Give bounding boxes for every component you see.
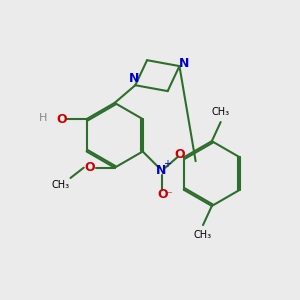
Text: O: O bbox=[175, 148, 185, 161]
Text: CH₃: CH₃ bbox=[194, 230, 212, 240]
Text: CH₃: CH₃ bbox=[212, 107, 230, 117]
Text: O: O bbox=[157, 188, 168, 201]
Text: +: + bbox=[164, 159, 171, 169]
Text: N: N bbox=[156, 164, 166, 177]
Text: CH₃: CH₃ bbox=[52, 180, 70, 190]
Text: H: H bbox=[38, 112, 47, 123]
Text: N: N bbox=[179, 57, 189, 70]
Text: O: O bbox=[56, 112, 67, 126]
Text: N: N bbox=[129, 72, 139, 85]
Text: ⁻: ⁻ bbox=[166, 190, 172, 200]
Text: O: O bbox=[84, 161, 94, 174]
